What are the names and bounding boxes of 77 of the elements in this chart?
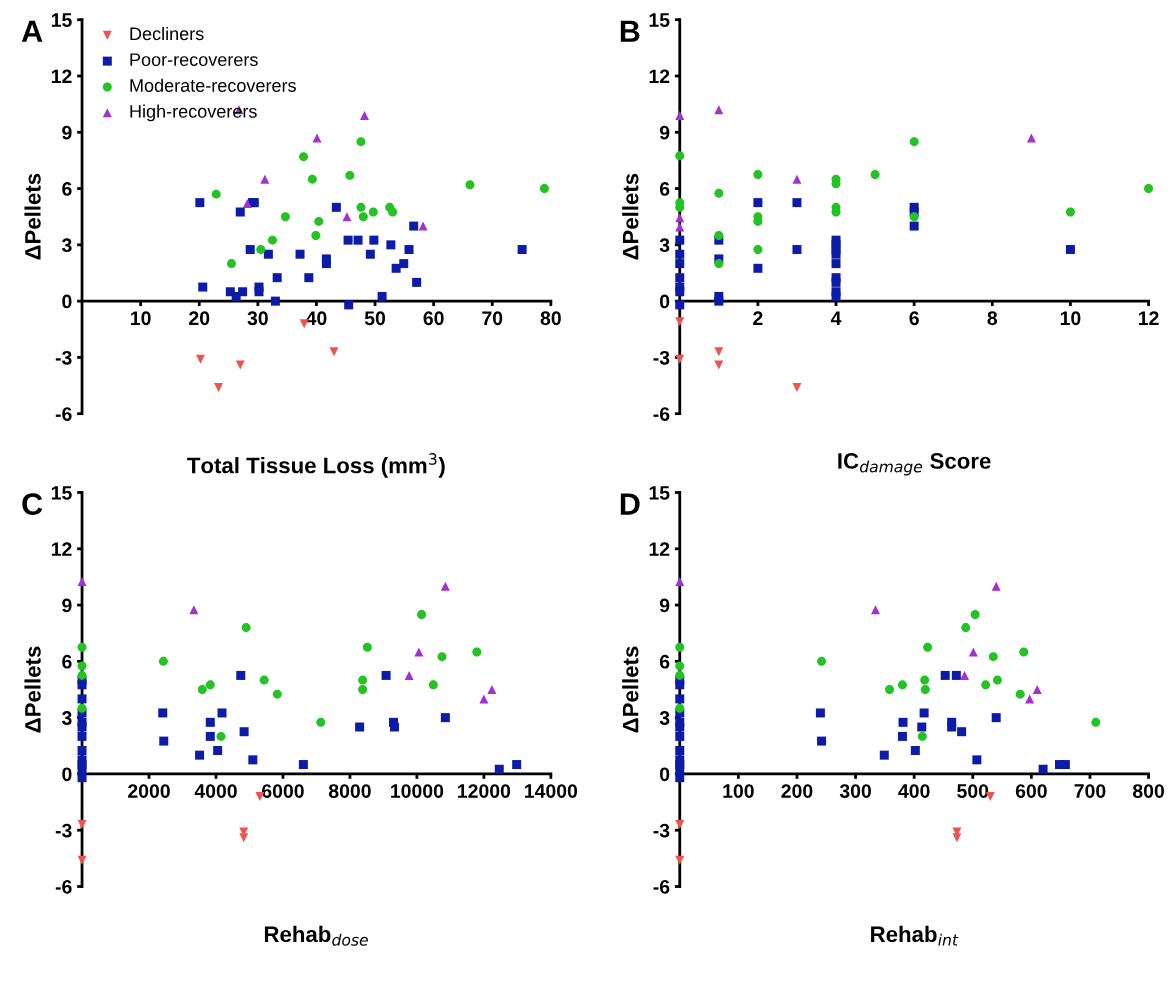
x-tick-label: 20 bbox=[189, 311, 210, 326]
x-tick-label: 100 bbox=[723, 784, 754, 798]
x-tick-label: 10000 bbox=[391, 784, 444, 798]
y-tick-label: 0 bbox=[62, 294, 72, 309]
y-axis-title: ΔPellets bbox=[622, 646, 639, 733]
y-tick-label: 12 bbox=[649, 542, 670, 556]
x-tick-label: 800 bbox=[1132, 784, 1164, 798]
y-tick-label: 6 bbox=[62, 182, 72, 196]
y-tick-label: 12 bbox=[649, 69, 670, 84]
y-tick-label: 3 bbox=[659, 238, 670, 253]
y-tick-label: 12 bbox=[51, 542, 72, 556]
x-axis-title: Rehab$_{dose}$ bbox=[264, 925, 368, 946]
legend-label: Moderate-recoverers bbox=[130, 78, 296, 92]
x-axis-title: Total Tissue Loss (mm$^{3}$) bbox=[187, 453, 445, 478]
x-tick-label: 8000 bbox=[328, 784, 371, 798]
x-tick-label: 12000 bbox=[458, 784, 511, 798]
x-tick-label: 400 bbox=[898, 784, 930, 798]
y-tick-label: 6 bbox=[659, 654, 670, 669]
y-tick-label: -3 bbox=[55, 350, 72, 365]
x-tick-label: 30 bbox=[247, 311, 268, 326]
y-tick-label: 3 bbox=[659, 711, 670, 725]
y-tick-label: -3 bbox=[55, 823, 72, 838]
x-tick-label: 40 bbox=[305, 311, 327, 326]
y-tick-label: 15 bbox=[649, 13, 670, 27]
y-tick-label: 9 bbox=[659, 598, 670, 613]
y-tick-label: 0 bbox=[62, 767, 72, 782]
y-tick-label: 15 bbox=[51, 486, 72, 500]
y-tick-label: 0 bbox=[659, 294, 670, 309]
legend-label: Decliners bbox=[130, 26, 204, 41]
x-tick-label: 500 bbox=[957, 784, 989, 798]
x-tick-label: 70 bbox=[482, 311, 503, 326]
x-tick-label: 10 bbox=[1060, 311, 1081, 326]
y-axis-title: ΔPellets bbox=[622, 173, 639, 260]
y-tick-label: 6 bbox=[62, 654, 72, 669]
legend-label: High-recoverers bbox=[130, 104, 257, 122]
y-tick-label: 12 bbox=[51, 69, 72, 84]
x-axis-title: IC$_{damage}$ Score bbox=[838, 453, 991, 476]
x-tick-label: 2000 bbox=[128, 784, 170, 798]
x-tick-label: 8 bbox=[987, 311, 998, 326]
chart-title: B bbox=[620, 20, 640, 42]
x-tick-label: 6 bbox=[909, 311, 919, 326]
y-tick-label: 15 bbox=[51, 13, 72, 27]
y-tick-label: 0 bbox=[659, 767, 670, 782]
legend-label: Poor-recoverers bbox=[130, 53, 258, 67]
y-tick-label: -6 bbox=[55, 879, 72, 894]
x-tick-label: 60 bbox=[423, 311, 444, 326]
x-tick-label: 300 bbox=[839, 784, 871, 798]
x-tick-label: 50 bbox=[364, 311, 386, 326]
x-tick-label: 2 bbox=[753, 311, 763, 325]
chart-title: A bbox=[21, 20, 43, 42]
x-tick-label: 10 bbox=[131, 311, 151, 326]
y-tick-label: -6 bbox=[55, 407, 72, 421]
x-tick-label: 14000 bbox=[525, 784, 578, 798]
y-tick-label: 3 bbox=[61, 238, 72, 253]
chart-title: C bbox=[22, 493, 43, 515]
y-tick-label: -6 bbox=[653, 879, 670, 894]
y-tick-label: -3 bbox=[653, 823, 670, 838]
y-tick-label: 9 bbox=[62, 598, 72, 613]
y-tick-label: 3 bbox=[61, 711, 72, 725]
x-tick-label: 4000 bbox=[194, 784, 237, 798]
y-tick-label: -3 bbox=[653, 350, 670, 365]
chart-title: D bbox=[620, 493, 640, 515]
x-tick-label: 4 bbox=[830, 311, 842, 325]
x-tick-label: 80 bbox=[540, 311, 561, 326]
x-tick-label: 600 bbox=[1015, 784, 1047, 798]
x-tick-label: 200 bbox=[781, 784, 813, 798]
y-tick-label: 15 bbox=[649, 486, 670, 500]
y-axis-title: ΔPellets bbox=[24, 173, 41, 260]
y-axis-title: ΔPellets bbox=[24, 646, 41, 733]
y-tick-label: -6 bbox=[653, 407, 670, 421]
y-tick-label: 9 bbox=[659, 125, 670, 140]
y-tick-label: 6 bbox=[659, 182, 670, 196]
x-axis-title: Rehab$_{int}$ bbox=[871, 925, 959, 946]
y-tick-label: 9 bbox=[62, 125, 72, 140]
x-tick-label: 6000 bbox=[262, 784, 304, 798]
x-tick-label: 12 bbox=[1138, 311, 1159, 325]
x-tick-label: 700 bbox=[1074, 784, 1106, 798]
